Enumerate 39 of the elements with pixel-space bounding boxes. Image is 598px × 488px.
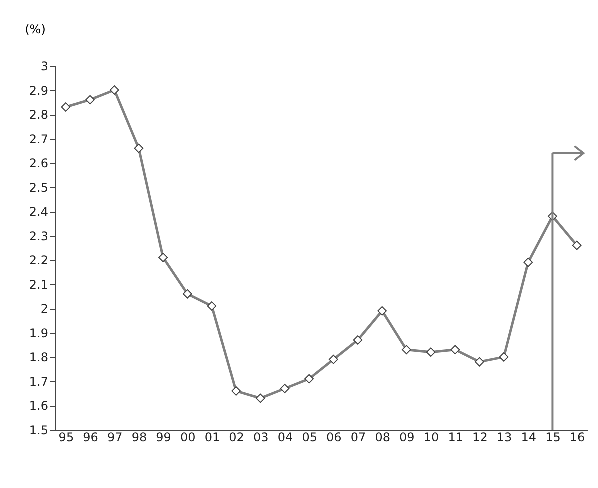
x-tick-label: 10 <box>424 430 440 444</box>
x-tick-label: 00 <box>180 430 196 444</box>
y-tick-label: 2.8 <box>29 108 48 122</box>
x-tick-label: 09 <box>400 430 415 444</box>
y-tick-label: 1.8 <box>29 350 48 365</box>
x-tick-label: 06 <box>326 430 342 444</box>
x-tick-label: 08 <box>375 430 390 444</box>
y-tick-label: 3 <box>40 60 48 74</box>
y-tick-label: 1.7 <box>29 374 48 389</box>
x-tick-label: 15 <box>546 430 561 444</box>
x-tick-label: 12 <box>472 430 488 444</box>
y-tick-label: 1.9 <box>29 326 48 340</box>
x-tick-label: 96 <box>83 430 98 444</box>
x-tick-label: 04 <box>278 430 294 444</box>
x-tick-label: 05 <box>302 430 318 444</box>
x-tick-label: 99 <box>156 430 172 444</box>
y-tick-label: 2 <box>40 302 48 316</box>
y-tick-label: 2.2 <box>29 254 48 268</box>
y-tick-label: 1.6 <box>29 399 48 414</box>
x-tick-label: 02 <box>229 430 244 444</box>
y-tick-label: 2.9 <box>29 84 48 98</box>
y-tick-label: 2.6 <box>29 156 48 171</box>
y-tick-label: 2.1 <box>29 278 48 292</box>
x-tick-label: 95 <box>58 430 74 444</box>
x-tick-label: 03 <box>254 430 269 444</box>
x-tick-label: 01 <box>204 430 220 444</box>
y-axis-title: (%) <box>25 22 46 36</box>
x-tick-label: 11 <box>448 430 464 444</box>
x-tick-label: 07 <box>350 430 366 444</box>
y-tick-label: 2.5 <box>29 180 48 195</box>
y-tick-label: 2.7 <box>29 132 48 146</box>
y-tick-label: 2.3 <box>29 229 48 244</box>
x-tick-label: 13 <box>496 430 512 444</box>
x-tick-label: 97 <box>107 430 123 444</box>
x-tick-label: 98 <box>132 430 148 444</box>
y-tick-label: 2.4 <box>29 205 48 220</box>
x-tick-label: 16 <box>570 430 586 444</box>
x-tick-label: 14 <box>521 430 537 444</box>
y-tick-label: 1.5 <box>29 424 48 438</box>
